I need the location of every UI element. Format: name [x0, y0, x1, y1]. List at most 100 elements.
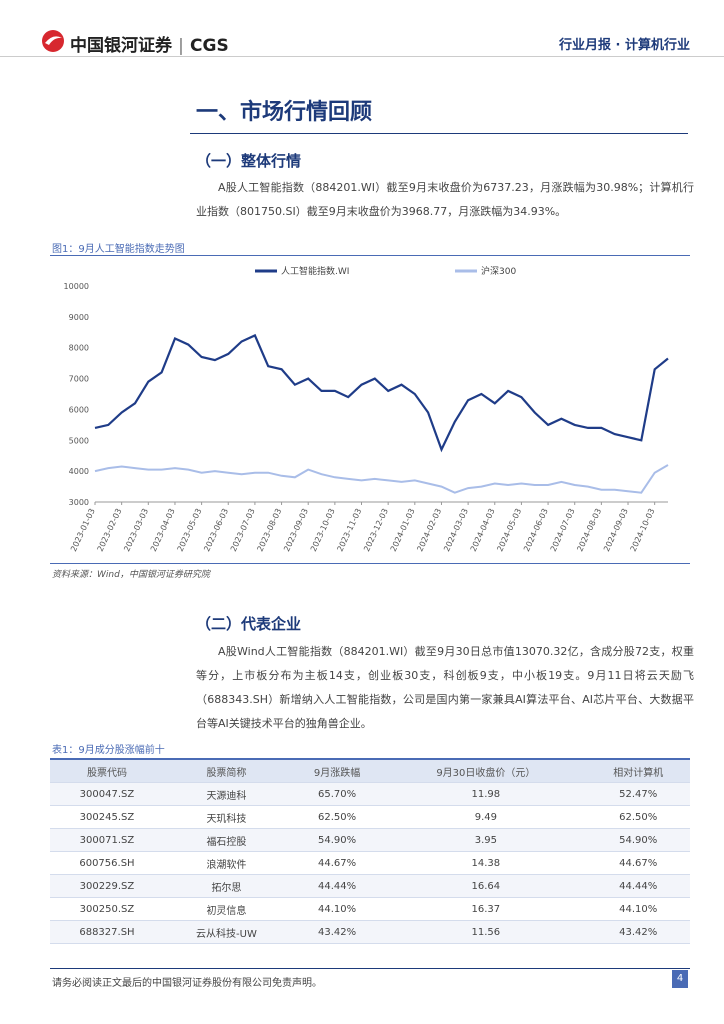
- cell: 初灵信息: [163, 897, 289, 921]
- brand-cn: 中国银河证券: [70, 36, 172, 56]
- y-tick-label: 6000: [69, 405, 89, 414]
- x-tick-label: 2023-11-03: [336, 507, 364, 553]
- cell: 44.67%: [288, 851, 386, 875]
- cell: 浪潮软件: [163, 851, 289, 875]
- cell: 300229.SZ: [50, 874, 164, 898]
- x-tick-label: 2023-07-03: [229, 507, 257, 553]
- x-tick-label: 2024-09-03: [602, 507, 630, 553]
- y-tick-label: 8000: [69, 344, 89, 353]
- y-tick-label: 10000: [64, 282, 89, 291]
- cell: 天玑科技: [163, 805, 289, 829]
- x-tick-label: 2024-05-03: [495, 507, 523, 553]
- table-caption: 表1：9月成分股涨幅前十: [52, 745, 165, 756]
- cell: 44.44%: [586, 874, 690, 898]
- cell: 11.56: [385, 920, 587, 944]
- cell: 43.42%: [586, 920, 690, 944]
- x-tick-label: 2024-10-03: [629, 507, 657, 553]
- x-tick-label: 2023-04-03: [149, 507, 177, 553]
- x-tick-label: 2023-01-03: [69, 507, 97, 553]
- cell: 3.95: [385, 828, 587, 852]
- x-tick-label: 2023-08-03: [256, 507, 284, 553]
- row: 300245.SZ 天玑科技 62.50% 9.49 62.50%: [50, 805, 690, 829]
- row: 300250.SZ 初灵信息 44.10% 16.37 44.10%: [50, 897, 690, 921]
- cell: 65.70%: [288, 782, 386, 806]
- row: 300047.SZ 天源迪科 65.70% 11.98 52.47%: [50, 782, 690, 806]
- rule: [50, 968, 690, 969]
- cell: 600756.SH: [50, 851, 164, 875]
- x-tick-label: 2023-10-03: [309, 507, 337, 553]
- x-tick-label: 2023-12-03: [362, 507, 390, 553]
- y-tick-label: 4000: [69, 467, 89, 476]
- paragraph: A股Wind人工智能指数（884201.WI）截至9月30日总市值13070.3…: [196, 645, 694, 730]
- source: 资料来源：Wind，中国银河证券研究院: [52, 570, 210, 580]
- x-tick-label: 2024-02-03: [415, 507, 443, 553]
- cell: 14.38: [385, 851, 587, 875]
- paragraph: A股人工智能指数（884201.WI）截至9月末收盘价为6737.23，月涨跌幅…: [196, 181, 694, 218]
- cell: 62.50%: [586, 805, 690, 829]
- header-cell: 9月涨跌幅: [288, 759, 386, 783]
- figure-caption: 图1：9月人工智能指数走势图: [52, 244, 185, 255]
- y-tick-label: 3000: [69, 498, 89, 507]
- cell: 44.10%: [586, 897, 690, 921]
- page-number: 4: [672, 970, 688, 988]
- cell: 300245.SZ: [50, 805, 164, 829]
- x-tick-label: 2023-05-03: [176, 507, 204, 553]
- legend-label: 沪深300: [481, 265, 516, 277]
- series-line: [94, 464, 669, 494]
- cell: 天源迪科: [163, 782, 289, 806]
- rule: [50, 563, 690, 564]
- rule: [50, 255, 690, 256]
- cell: 43.42%: [288, 920, 386, 944]
- y-tick-label: 7000: [69, 375, 89, 384]
- x-tick-label: 2024-06-03: [522, 507, 550, 553]
- section-title: 一、市场行情回顾: [196, 99, 373, 125]
- cell: 62.50%: [288, 805, 386, 829]
- y-tick-label: 5000: [69, 436, 89, 445]
- logo-icon: [42, 30, 64, 52]
- row: 600756.SH 浪潮软件 44.67% 14.38 44.67%: [50, 851, 690, 875]
- cell: 44.10%: [288, 897, 386, 921]
- brand-en: CGS: [190, 36, 229, 56]
- x-tick-label: 2024-08-03: [575, 507, 603, 553]
- cell: 福石控股: [163, 828, 289, 852]
- x-tick-label: 2024-01-03: [389, 507, 417, 553]
- y-tick-label: 9000: [69, 313, 89, 322]
- cell: 688327.SH: [50, 920, 164, 944]
- brand: 中国银河证券 | CGS: [70, 36, 229, 56]
- chart: 3000 4000 5000 6000 7000 8000 9000 10000 2023-01…: [64, 265, 669, 553]
- sub-title: （一）整体行情: [196, 152, 302, 170]
- cell: 300071.SZ: [50, 828, 164, 852]
- cell: 9.49: [385, 805, 587, 829]
- table: 股票代码 股票简称 9月涨跌幅 9月30日收盘价（元） 相对计算机 300047.SZ 天源…: [50, 758, 690, 944]
- x-tick-label: 2023-06-03: [202, 507, 230, 553]
- row: 300071.SZ 福石控股 54.90% 3.95 54.90%: [50, 828, 690, 852]
- x-tick-label: 2024-07-03: [549, 507, 577, 553]
- disclaimer: 请务必阅读正文最后的中国银河证券股份有限公司免责声明。: [52, 978, 322, 989]
- row: 688327.SH 云从科技-UW 43.42% 11.56 43.42%: [50, 920, 690, 944]
- cell: 52.47%: [586, 782, 690, 806]
- cell: 云从科技-UW: [163, 920, 289, 944]
- x-tick-label: 2024-03-03: [442, 507, 470, 553]
- header-row: 股票代码 股票简称 9月涨跌幅 9月30日收盘价（元） 相对计算机: [50, 759, 690, 783]
- x-tick-label: 2023-02-03: [96, 507, 124, 553]
- cell: 300047.SZ: [50, 782, 164, 806]
- x-tick-label: 2023-03-03: [122, 507, 150, 553]
- cell: 54.90%: [288, 828, 386, 852]
- cell: 拓尔思: [163, 874, 289, 898]
- cell: 44.44%: [288, 874, 386, 898]
- cell: 44.67%: [586, 851, 690, 875]
- report-type: 行业月报 · 计算机行业: [559, 38, 690, 53]
- cell: 300250.SZ: [50, 897, 164, 921]
- series-line: [94, 333, 669, 453]
- x-tick-label: 2024-04-03: [469, 507, 497, 553]
- header-cell: 股票简称: [163, 759, 289, 783]
- cell: 54.90%: [586, 828, 690, 852]
- legend-label: 人工智能指数.WI: [281, 265, 349, 277]
- cell: 16.37: [385, 897, 587, 921]
- row: 300229.SZ 拓尔思 44.44% 16.64 44.44%: [50, 874, 690, 898]
- header-cell: 相对计算机: [586, 759, 690, 783]
- rule: [0, 56, 724, 57]
- cell: 11.98: [385, 782, 587, 806]
- header-cell: 9月30日收盘价（元）: [385, 759, 587, 783]
